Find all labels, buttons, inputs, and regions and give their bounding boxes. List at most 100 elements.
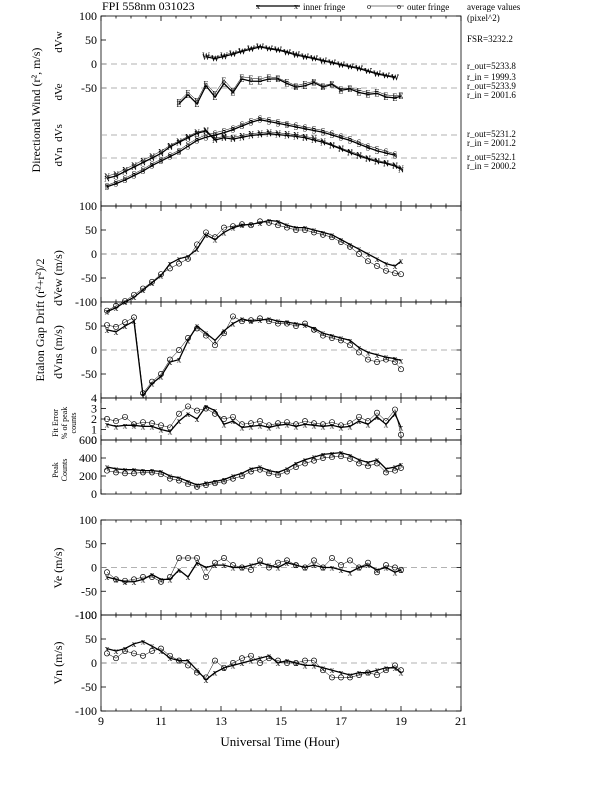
dvns-inner-point: x <box>114 327 119 337</box>
fit_error-outer-point <box>167 424 173 431</box>
vn-outer-point <box>356 672 362 678</box>
y-tick-label: 0 <box>91 656 97 670</box>
fit_error-inner-point: x <box>123 420 128 430</box>
dir-dVs-inner-point: S <box>141 167 145 176</box>
dir-dVn-outer-point: N <box>293 131 299 140</box>
y-tick-label: -50 <box>81 680 97 694</box>
dir-dVw-inner-line <box>205 46 396 79</box>
ve-axis-label: Ve (m/s) <box>51 548 65 589</box>
dir-dVn-outer-point: N <box>302 132 308 141</box>
dir-dVe-inner-point: E <box>384 93 389 102</box>
dvns-inner-point: x <box>348 335 353 345</box>
dvns-inner-point: x <box>399 356 404 366</box>
dir-dVw-outer-point: W <box>364 66 372 75</box>
dvns-outer-point <box>302 320 308 327</box>
peak_counts-outer-point <box>221 478 227 485</box>
fit_error-outer-point <box>158 422 164 429</box>
fit_error-outer-point <box>392 406 398 413</box>
dvns-inner-point: x <box>249 316 254 326</box>
fit_error-inner-point: x <box>186 409 191 419</box>
fit_error-inner-point: x <box>150 421 155 431</box>
ve-outer-point <box>194 555 200 561</box>
y-tick-label: 50 <box>85 632 97 646</box>
dir-dVe-outer-point: E <box>195 97 200 106</box>
dir-dVw-inner-point: W <box>220 52 228 61</box>
x-tick-label: 15 <box>275 714 287 728</box>
ve-outer-point <box>248 566 254 573</box>
dvew-inner-point: x <box>177 254 182 264</box>
dvns-outer-point <box>176 347 182 353</box>
dir-dVs-inner-point: S <box>213 131 217 140</box>
dvns-outer-point <box>329 335 335 341</box>
y-tick-label: 50 <box>85 319 97 333</box>
fit_error-outer-point <box>338 422 344 429</box>
peak_counts-outer-point <box>131 470 137 477</box>
vn-outer-point <box>374 672 380 678</box>
dvew-inner-point: x <box>168 259 173 269</box>
peak_counts-outer-point <box>257 466 263 473</box>
dir-dVe-inner-point: E <box>204 82 209 91</box>
dir-dVs-inner-point: S <box>321 128 325 137</box>
dir-dVn-outer-point: N <box>230 133 236 142</box>
fit_error-inner-point: x <box>330 420 335 430</box>
peak_counts-outer-point <box>383 469 389 476</box>
dvns-inner-point: x <box>393 354 398 364</box>
fit_error-inner-point: x <box>399 422 404 432</box>
r-out-4: r_out=5232.1 <box>467 152 516 162</box>
ve-outer-point <box>329 555 335 561</box>
dir-dVw-outer-point: W <box>292 50 300 59</box>
dvns-outer-point <box>122 319 128 326</box>
dir-dVn-inner-point: N <box>167 143 173 152</box>
dir-dVe-inner-line <box>178 78 402 105</box>
ve-inner-point: x <box>186 572 191 582</box>
vn-outer-point <box>365 669 371 676</box>
fit_error-inner-point: x <box>321 421 326 431</box>
ve-outer-point <box>167 574 173 580</box>
fit_error-inner-point: x <box>312 420 317 430</box>
dir-dVn-inner-point: N <box>311 136 317 145</box>
dvns-outer-point <box>338 337 344 344</box>
peak_counts-inner-point: x <box>105 462 110 472</box>
directional-wind-label: Directional Wind (r², m/s) <box>29 48 43 173</box>
dvns-outer-point <box>221 330 227 337</box>
dir-dVn-outer-point: N <box>320 137 326 146</box>
dir-dVe-outer-point: E <box>258 75 263 84</box>
ve-outer-point <box>320 564 326 571</box>
dir-dVs-outer-point: S <box>285 119 289 128</box>
peak_counts-inner-point: x <box>312 452 317 462</box>
dvns-outer-point <box>365 356 371 363</box>
fit_error-inner-line <box>106 405 402 433</box>
ve-outer-point <box>113 576 119 583</box>
dir-dVs-outer-point: S <box>303 123 307 132</box>
peak_counts-outer-point <box>149 469 155 476</box>
fit_error-outer-point <box>212 410 218 417</box>
dir-dVw-outer-point: W <box>391 73 399 82</box>
dvew-outer-point <box>194 241 200 248</box>
fit_error-inner-point: x <box>204 401 209 411</box>
dir-dVw-inner-point: W <box>301 53 309 62</box>
dvn-label: dVn <box>53 147 65 166</box>
dir-dVn-outer-point: N <box>284 130 290 139</box>
dir-dVs-inner-point: S <box>339 134 343 143</box>
dir-dVe-inner-point: E <box>177 100 182 109</box>
y-tick-label: 0 <box>91 57 97 71</box>
vn-inner-point: x <box>339 668 344 678</box>
dvns-outer-point <box>311 326 317 333</box>
dvns-outer-point <box>140 390 146 397</box>
r-values: r_out=5233.8 r_in = 1999.3 r_out=5233.9 … <box>467 61 516 171</box>
ve-outer-point <box>365 559 371 566</box>
fit_error-inner-point: x <box>213 406 218 416</box>
dir-dVw-inner-point: W <box>265 45 273 54</box>
dir-dVw-outer-point: W <box>328 58 336 67</box>
dir-dVe-outer-point: E <box>348 84 353 93</box>
dvns-outer-point <box>104 322 110 328</box>
dir-dVs-outer-point: S <box>159 155 163 164</box>
ve-outer-point <box>221 555 227 561</box>
fit_error-outer-point <box>113 418 119 425</box>
dvns-outer-point <box>185 335 191 341</box>
vn-outer-point <box>167 652 173 659</box>
vn-outer-point <box>338 674 344 681</box>
dir-dVe-inner-point: E <box>186 91 191 100</box>
vn-outer-point <box>185 662 191 669</box>
y-tick-label: -100 <box>75 608 97 622</box>
